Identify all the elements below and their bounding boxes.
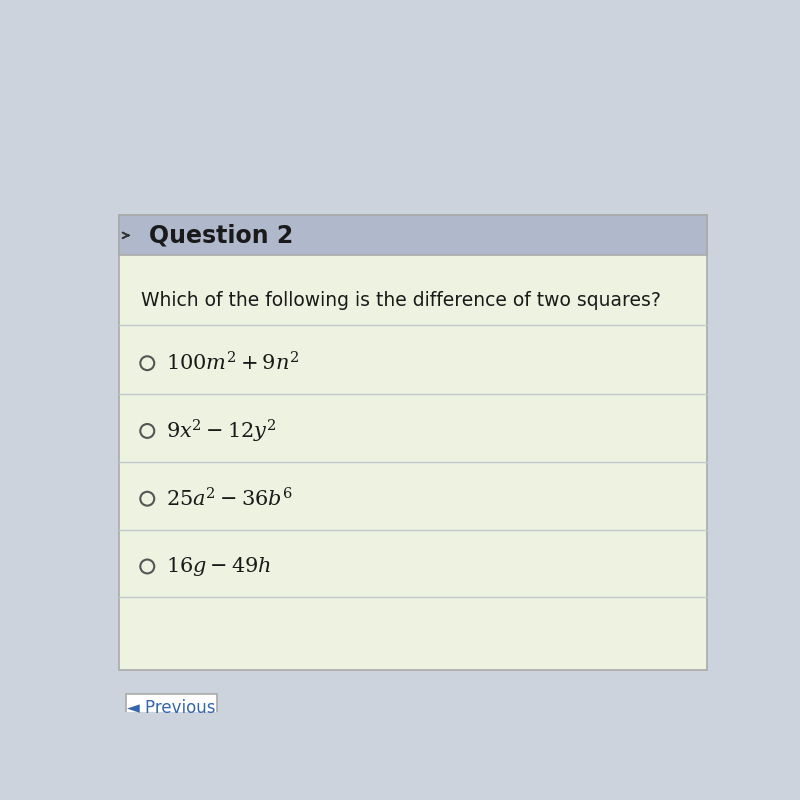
Text: $16g - 49h$: $16g - 49h$ — [166, 555, 271, 578]
FancyBboxPatch shape — [119, 215, 707, 670]
FancyBboxPatch shape — [126, 694, 217, 722]
Text: $25a^2 - 36b^6$: $25a^2 - 36b^6$ — [166, 487, 293, 510]
Text: Question 2: Question 2 — [149, 223, 293, 247]
FancyBboxPatch shape — [119, 215, 707, 255]
Text: ◄ Previous: ◄ Previous — [127, 699, 215, 717]
Text: $100m^2 + 9n^2$: $100m^2 + 9n^2$ — [166, 351, 299, 374]
Text: Which of the following is the difference of two squares?: Which of the following is the difference… — [141, 290, 661, 310]
Text: $9x^2 - 12y^2$: $9x^2 - 12y^2$ — [166, 418, 276, 445]
